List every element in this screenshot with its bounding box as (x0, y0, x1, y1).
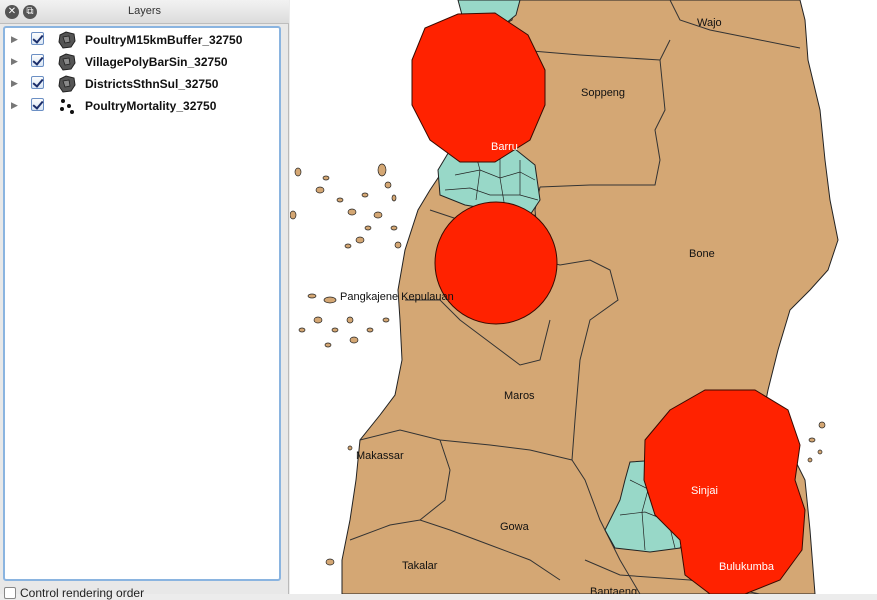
render-order-checkbox[interactable] (4, 587, 16, 599)
layer-name[interactable]: DistrictsSthnSul_32750 (85, 77, 219, 91)
layers-panel: ✕ ⧉ Layers ▶ PoultryM15kmBuffer_32750 ▶ … (0, 0, 289, 600)
panel-title: Layers (127, 5, 162, 17)
render-order-label: Control rendering order (20, 586, 145, 600)
layer-row[interactable]: ▶ PoultryM15kmBuffer_32750 (5, 30, 279, 50)
layer-visibility-checkbox[interactable] (31, 76, 44, 89)
polygon-layer-icon (58, 75, 76, 93)
point-layer-icon (60, 99, 74, 114)
map-label-soppeng: Soppeng (581, 87, 626, 99)
map-label-bulukumba: Bulukumba (719, 561, 775, 573)
layer-tree[interactable]: ▶ PoultryM15kmBuffer_32750 ▶ VillagePoly… (3, 26, 281, 581)
polygon-layer-icon (58, 53, 76, 71)
layer-name[interactable]: PoultryM15kmBuffer_32750 (85, 33, 243, 47)
expand-arrow-icon[interactable]: ▶ (11, 100, 18, 110)
map-label-sinjai: Sinjai (691, 485, 718, 497)
polygon-layer-icon (58, 31, 76, 49)
map-label-gowa: Gowa (500, 521, 529, 533)
layer-visibility-checkbox[interactable] (31, 98, 44, 111)
map-label-bantaeng: Bantaeng (590, 586, 638, 594)
map-label-maros: Maros (504, 390, 535, 402)
map-label-bone: Bone (689, 248, 715, 260)
panel-titlebar: ✕ ⧉ Layers (0, 0, 289, 24)
map-canvas[interactable]: Wajo Soppeng Barru Bone Pangkajene Kepul… (290, 0, 877, 594)
expand-arrow-icon[interactable]: ▶ (11, 78, 18, 88)
layer-name[interactable]: PoultryMortality_32750 (85, 99, 217, 113)
expand-arrow-icon[interactable]: ▶ (11, 56, 18, 66)
map-svg[interactable] (290, 0, 877, 594)
buffer-polygons (411, 12, 806, 594)
layer-name[interactable]: VillagePolyBarSin_32750 (85, 55, 228, 69)
layer-row[interactable]: ▶ VillagePolyBarSin_32750 (5, 52, 279, 72)
map-label-pangkajene: Pangkajene Kepulauan (340, 291, 454, 303)
close-icon[interactable]: ✕ (5, 5, 19, 19)
island-polygons (290, 163, 826, 566)
layer-row[interactable]: ▶ DistrictsSthnSul_32750 (5, 74, 279, 94)
layer-row[interactable]: ▶ PoultryMortality_32750 (5, 96, 279, 116)
float-icon[interactable]: ⧉ (23, 5, 37, 19)
layer-visibility-checkbox[interactable] (31, 54, 44, 67)
expand-arrow-icon[interactable]: ▶ (11, 34, 18, 44)
map-label-takalar: Takalar (402, 560, 438, 572)
map-label-barru: Barru (491, 141, 518, 153)
render-order-option[interactable]: Control rendering order (0, 584, 289, 600)
map-label-wajo: Wajo (697, 17, 722, 29)
layer-visibility-checkbox[interactable] (31, 32, 44, 45)
map-label-makassar: Makassar (356, 450, 404, 462)
